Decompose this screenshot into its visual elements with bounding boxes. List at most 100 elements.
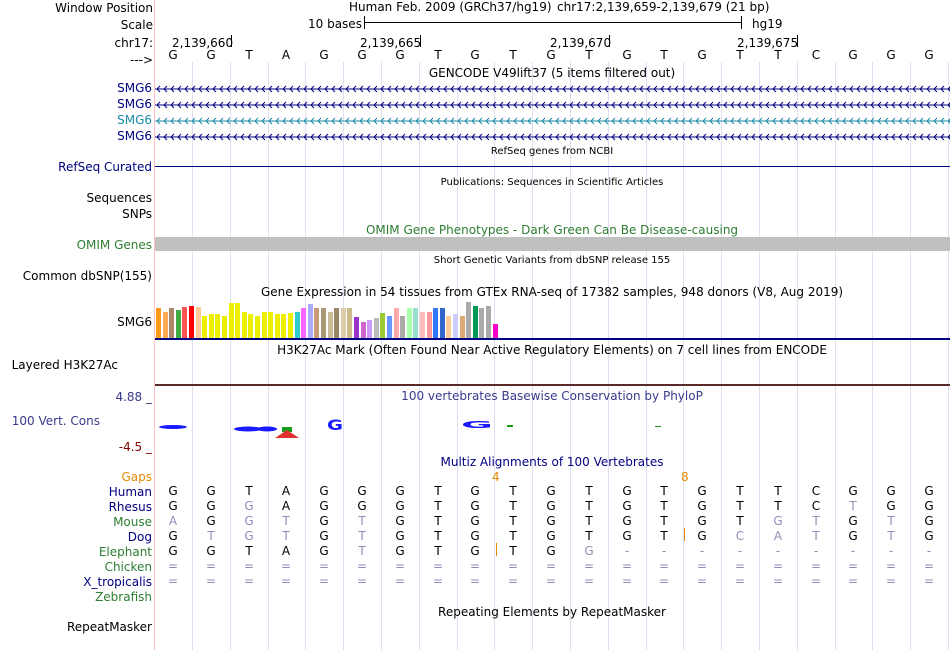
repeatmasker-label[interactable]: RepeatMasker	[66, 620, 152, 634]
gtex-tissue-bar[interactable]	[486, 306, 491, 338]
gtex-tissue-bar[interactable]	[453, 314, 458, 338]
track-image[interactable]: Human Feb. 2009 (GRCh37/hg19) chr17:2,13…	[155, 0, 950, 650]
gridline	[419, 62, 420, 650]
multiz-title[interactable]: Multiz Alignments of 100 Vertebrates	[440, 455, 664, 469]
gtex-tissue-bar[interactable]	[294, 312, 300, 338]
gtex-tissue-bar[interactable]	[334, 308, 340, 338]
gtex-tissue-bar[interactable]	[433, 308, 439, 338]
gtex-tissue-bar[interactable]	[321, 308, 326, 338]
gencode-transcript-2[interactable]	[155, 99, 950, 111]
alignment-base: G	[319, 499, 329, 513]
gtex-tissue-bar[interactable]	[420, 312, 425, 338]
gtex-tissue-bar[interactable]	[472, 306, 478, 338]
refseq-label[interactable]: RefSeq Curated	[58, 160, 152, 174]
dbsnp-title[interactable]: Short Genetic Variants from dbSNP releas…	[433, 255, 671, 266]
omim-gene-bar[interactable]	[155, 237, 950, 251]
gtex-tissue-bar[interactable]	[175, 310, 181, 338]
species-zebrafish[interactable]: Zebrafish	[95, 590, 152, 604]
gtex-tissue-bar[interactable]	[479, 308, 485, 338]
gtex-tissue-bar[interactable]	[241, 312, 247, 338]
species-xtropicalis[interactable]: X_tropicalis	[83, 575, 152, 589]
gtex-tissue-bar[interactable]	[274, 314, 280, 338]
refseq-title[interactable]: RefSeq genes from NCBI	[490, 146, 614, 157]
gtex-tissue-bar[interactable]	[261, 312, 267, 338]
alignment-base: C	[811, 484, 821, 498]
refseq-gene-line[interactable]	[155, 166, 950, 167]
h3k27ac-title[interactable]: H3K27Ac Mark (Often Found Near Active Re…	[277, 343, 827, 357]
gtex-tissue-bar[interactable]	[380, 313, 386, 338]
gtex-tissue-bar[interactable]	[327, 312, 333, 338]
species-elephant[interactable]: Elephant	[98, 545, 152, 559]
gtex-tissue-bar[interactable]	[208, 314, 214, 338]
h3k27ac-baseline	[155, 384, 950, 386]
gtex-tissue-bar[interactable]	[340, 308, 346, 338]
gtex-tissue-bar[interactable]	[202, 316, 208, 338]
gencode-transcript-1[interactable]	[155, 83, 950, 95]
base-letter: G	[546, 48, 556, 62]
gtex-bar-chart[interactable]	[155, 300, 950, 338]
gtex-tissue-bar[interactable]	[393, 308, 399, 338]
sequences-label[interactable]: Sequences	[86, 191, 152, 205]
gtex-tissue-bar[interactable]	[195, 307, 201, 338]
gencode-label-3[interactable]: SMG6	[117, 113, 152, 127]
gtex-tissue-bar[interactable]	[182, 307, 188, 338]
gtex-tissue-bar[interactable]	[169, 308, 175, 338]
publications-title[interactable]: Publications: Sequences in Scientific Ar…	[440, 177, 664, 188]
gtex-tissue-bar[interactable]	[255, 316, 260, 338]
gtex-tissue-bar[interactable]	[248, 314, 254, 338]
gencode-transcript-3[interactable]	[155, 115, 950, 127]
gencode-label-4[interactable]: SMG6	[117, 129, 152, 143]
gtex-tissue-bar[interactable]	[373, 318, 379, 338]
dbsnp-label[interactable]: Common dbSNP(155)	[22, 269, 152, 283]
gtex-tissue-bar[interactable]	[492, 324, 498, 338]
gtex-tissue-bar[interactable]	[307, 304, 313, 338]
h3k27ac-label[interactable]: Layered H3K27Ac	[11, 358, 118, 372]
gtex-gene-line	[155, 338, 950, 340]
gencode-label-1[interactable]: SMG6	[117, 81, 152, 95]
gencode-title[interactable]: GENCODE V49lift37 (5 items filtered out)	[428, 66, 676, 80]
gtex-tissue-bar[interactable]	[215, 314, 221, 338]
gencode-transcript-4[interactable]	[155, 131, 950, 143]
gtex-tissue-bar[interactable]	[354, 317, 359, 338]
gtex-tissue-bar[interactable]	[268, 312, 274, 338]
gtex-tissue-bar[interactable]	[426, 312, 432, 338]
gtex-tissue-bar[interactable]	[400, 316, 406, 338]
gtex-tissue-bar[interactable]	[235, 303, 241, 338]
gtex-tissue-bar[interactable]	[162, 312, 168, 338]
phylop-label[interactable]: 100 Vert. Cons	[11, 414, 100, 428]
gtex-tissue-bar[interactable]	[439, 308, 445, 338]
gtex-tissue-bar[interactable]	[281, 314, 287, 338]
gtex-tissue-bar[interactable]	[347, 308, 353, 338]
species-dog[interactable]: Dog	[127, 530, 152, 544]
gencode-label-2[interactable]: SMG6	[117, 97, 152, 111]
gtex-tissue-bar[interactable]	[446, 316, 452, 338]
snps-label[interactable]: SNPs	[122, 207, 152, 221]
gtex-tissue-bar[interactable]	[459, 316, 465, 338]
gtex-tissue-bar[interactable]	[360, 322, 366, 338]
gtex-tissue-bar[interactable]	[387, 316, 392, 338]
gtex-tissue-bar[interactable]	[466, 302, 472, 338]
gtex-tissue-bar[interactable]	[228, 303, 234, 338]
gtex-tissue-bar[interactable]	[222, 316, 227, 338]
gtex-tissue-bar[interactable]	[156, 308, 161, 338]
alignment-base: =	[923, 559, 935, 573]
species-human[interactable]: Human	[108, 485, 152, 499]
species-rhesus[interactable]: Rhesus	[108, 500, 152, 514]
gtex-tissue-bar[interactable]	[413, 308, 419, 338]
gtex-tissue-bar[interactable]	[406, 308, 412, 338]
repeat-title[interactable]: Repeating Elements by RepeatMasker	[438, 605, 666, 619]
phylop-logo[interactable]: G G	[155, 410, 950, 440]
species-chicken[interactable]: Chicken	[104, 560, 152, 574]
omim-label[interactable]: OMIM Genes	[76, 238, 152, 252]
gtex-label[interactable]: SMG6	[117, 315, 152, 329]
alignment-base: G	[773, 514, 783, 528]
gtex-tissue-bar[interactable]	[314, 308, 320, 338]
gtex-tissue-bar[interactable]	[189, 306, 194, 338]
gtex-tissue-bar[interactable]	[288, 313, 293, 338]
phylop-title[interactable]: 100 vertebrates Basewise Conservation by…	[401, 389, 703, 403]
gtex-tissue-bar[interactable]	[367, 320, 373, 338]
gtex-title[interactable]: Gene Expression in 54 tissues from GTEx …	[260, 285, 844, 299]
gtex-tissue-bar[interactable]	[301, 308, 307, 338]
species-mouse[interactable]: Mouse	[113, 515, 152, 529]
omim-title[interactable]: OMIM Gene Phenotypes - Dark Green Can Be…	[365, 223, 739, 237]
